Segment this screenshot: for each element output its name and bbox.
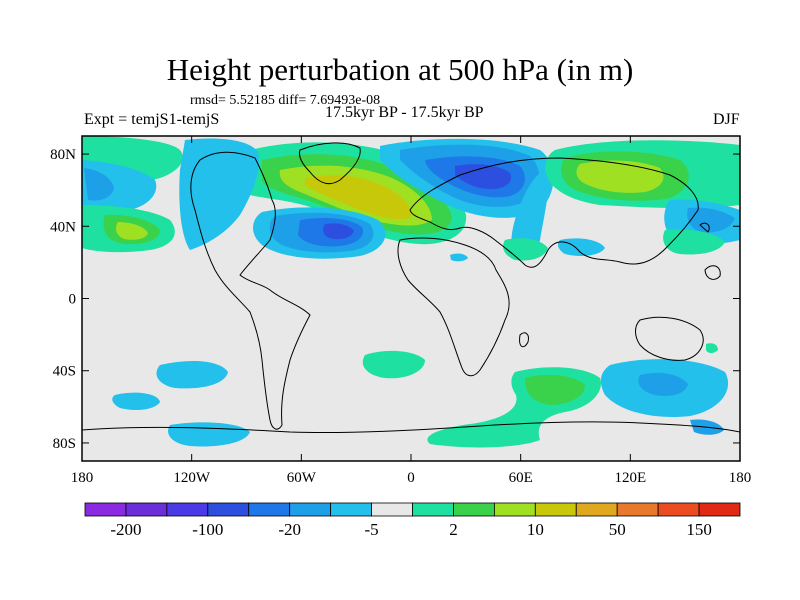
lat-tick-label: 80N [50, 147, 76, 163]
colorbar-swatch [453, 502, 495, 517]
colorbar-label: -100 [192, 520, 223, 539]
lat-tick-label: 80S [53, 436, 76, 452]
lat-tick-label: 40N [50, 219, 76, 235]
lon-tick-label: 120W [173, 470, 211, 486]
colorbar-swatch [534, 502, 577, 517]
colorbar-swatch [248, 502, 291, 517]
lon-tick-label: 60E [509, 470, 533, 486]
lat-tick-label: 0 [69, 292, 77, 308]
colorbar-swatch [616, 502, 659, 517]
stats-label: rmsd= 5.52185 diff= 7.69493e-08 [190, 93, 381, 108]
season-label: DJF [713, 111, 740, 128]
colorbar-swatch [412, 502, 454, 517]
lon-tick-label: 60W [287, 470, 317, 486]
contour-fills [82, 136, 740, 448]
colorbar-label: -5 [364, 520, 378, 539]
colorbar-label: -20 [278, 520, 301, 539]
colorbar-swatch [289, 502, 332, 517]
colorbar-swatch [657, 502, 700, 517]
colorbar-swatch [166, 502, 209, 517]
colorbar-swatch [371, 502, 413, 517]
axis-tick-labels: 180 120W 60W 0 60E 120E 180 80N 40N 0 40S 80S [50, 147, 751, 486]
colorbar [84, 502, 741, 517]
colorbar-label: -200 [110, 520, 141, 539]
colorbar-label: 150 [686, 520, 712, 539]
map-title: Height perturbation at 500 hPa (in m) [166, 52, 634, 87]
experiment-label: Expt = temjS1-temjS [84, 111, 220, 128]
lon-tick-label: 120E [614, 470, 646, 486]
coastlines [82, 142, 740, 434]
colorbar-label: 2 [449, 520, 458, 539]
colorbar-swatch [698, 502, 741, 517]
lon-tick-label: 180 [71, 470, 94, 486]
lon-tick-label: 0 [407, 470, 415, 486]
axis-ticks [81, 136, 741, 461]
colorbar-swatch [84, 502, 127, 517]
lat-tick-label: 40S [53, 364, 76, 380]
colorbar-swatch [125, 502, 168, 517]
colorbar-labels: -200 -100 -20 -5 2 10 50 150 [110, 520, 711, 539]
colorbar-swatch [330, 502, 372, 517]
colorbar-swatch [575, 502, 618, 517]
colorbar-label: 10 [527, 520, 544, 539]
colorbar-swatch [493, 502, 536, 517]
colorbar-swatch [207, 502, 250, 517]
colorbar-label: 50 [609, 520, 626, 539]
period-label: 17.5kyr BP - 17.5kyr BP [325, 104, 484, 121]
lon-tick-label: 180 [729, 470, 752, 486]
